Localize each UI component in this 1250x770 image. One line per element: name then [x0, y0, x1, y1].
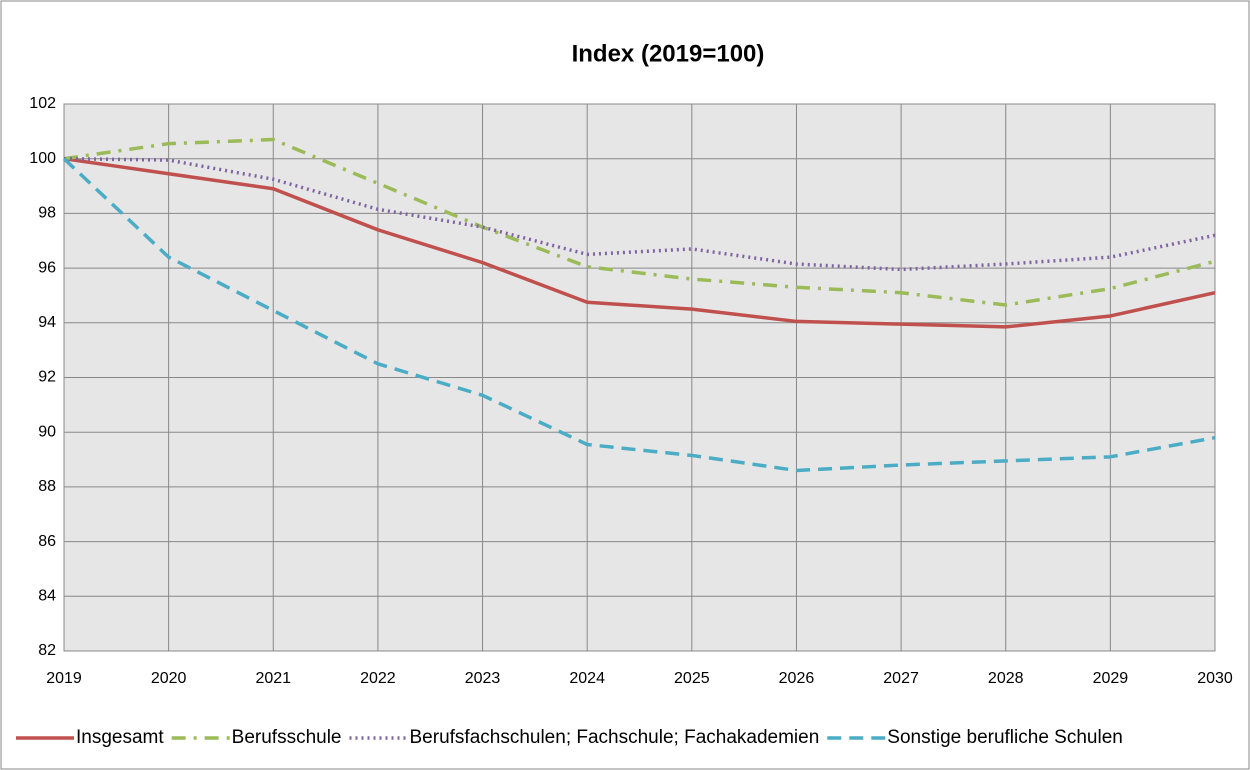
y-tick-label: 84 — [38, 588, 56, 605]
x-tick-label: 2019 — [46, 670, 82, 687]
y-tick-label: 102 — [29, 95, 56, 112]
series-line — [62, 157, 1216, 473]
x-tick-label: 2024 — [569, 670, 605, 687]
x-tick-label: 2029 — [1093, 670, 1129, 687]
x-tick-label: 2027 — [883, 670, 919, 687]
y-tick-label: 86 — [38, 533, 56, 550]
y-tick-label: 100 — [29, 150, 56, 167]
legend-label: Insgesamt — [76, 727, 164, 748]
x-tick-label: 2020 — [151, 670, 187, 687]
legend-label: Berufsschule — [232, 727, 342, 748]
legend-label: Berufsfachschulen; Fachschule; Fachakade… — [410, 727, 820, 748]
y-tick-label: 88 — [38, 478, 56, 495]
x-tick-label: 2023 — [465, 670, 501, 687]
y-tick-label: 92 — [38, 369, 56, 386]
series-line — [63, 156, 1216, 329]
plot-border — [63, 103, 1216, 652]
y-tick-label: 90 — [38, 423, 56, 440]
y-tick-label: 82 — [38, 642, 56, 659]
x-tick-label: 2028 — [988, 670, 1024, 687]
chart-title: Index (2019=100) — [572, 40, 765, 67]
x-tick-label: 2022 — [360, 670, 396, 687]
legend-label: Sonstige berufliche Schulen — [887, 727, 1123, 748]
series-line — [63, 137, 1216, 307]
x-tick-label: 2030 — [1197, 670, 1233, 687]
y-tick-label: 98 — [38, 205, 56, 222]
x-tick-label: 2021 — [255, 670, 291, 687]
x-tick-label: 2025 — [674, 670, 710, 687]
x-tick-label: 2026 — [779, 670, 815, 687]
y-tick-label: 96 — [38, 259, 56, 276]
series-line — [63, 156, 1216, 272]
y-tick-label: 94 — [38, 314, 56, 331]
